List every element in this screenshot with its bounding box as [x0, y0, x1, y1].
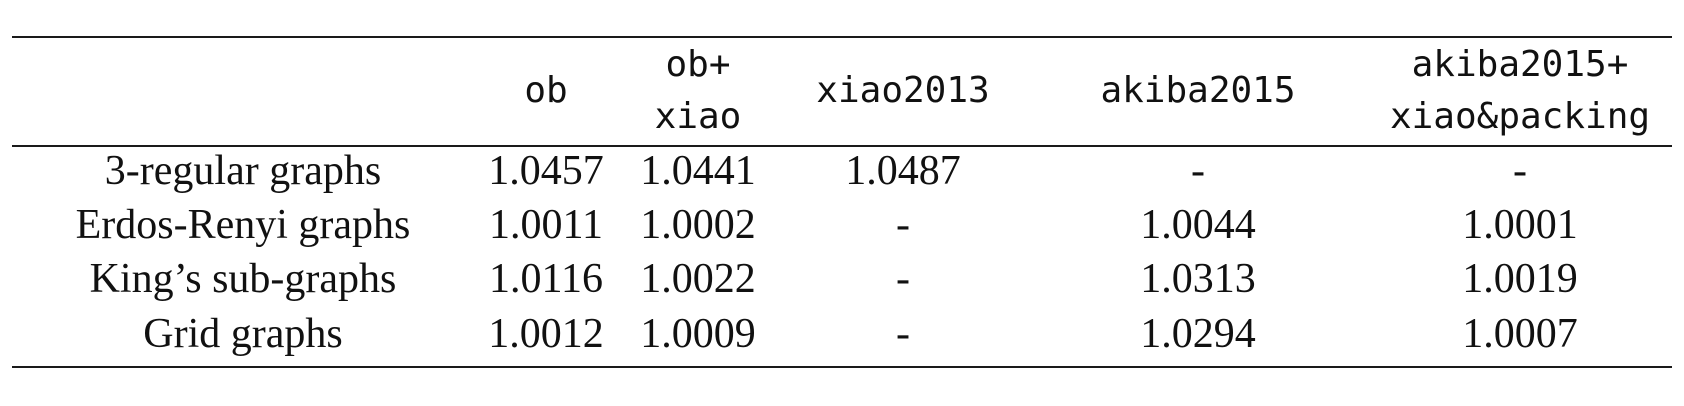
table-row: Grid graphs 1.0012 1.0009 - 1.0294 1.000…	[0, 307, 1684, 361]
table-cell: 1.0022	[640, 256, 756, 302]
row-label: Grid graphs	[143, 311, 343, 357]
row-label: Erdos-Renyi graphs	[75, 202, 411, 248]
row-label: 3-regular graphs	[104, 148, 382, 194]
table-cell: 1.0116	[489, 256, 603, 302]
table-header-rule	[12, 145, 1672, 147]
table-cell: 1.0012	[488, 311, 604, 357]
header-line: akiba2015	[1100, 70, 1296, 111]
table-cell: 1.0044	[1140, 202, 1256, 248]
header-line: xiao&packing	[1389, 96, 1651, 137]
header-line: akiba2015+	[1411, 44, 1629, 85]
header-cell-empty	[12, 36, 474, 146]
table-cell: -	[896, 202, 910, 248]
table-row: Erdos-Renyi graphs 1.0011 1.0002 - 1.004…	[0, 198, 1684, 252]
header-cell-ob: ob	[474, 36, 618, 146]
header-line: ob	[524, 70, 568, 111]
header-cell-akiba2015-xiao-packing: akiba2015+ xiao&packing	[1368, 36, 1672, 146]
table-cell: -	[896, 256, 910, 302]
table-cell: 1.0487	[845, 148, 961, 194]
header-cell-akiba2015: akiba2015	[1028, 36, 1368, 146]
header-cell-xiao2013: xiao2013	[778, 36, 1028, 146]
table-cell: -	[1191, 148, 1205, 194]
table-row: 3-regular graphs 1.0457 1.0441 1.0487 - …	[0, 144, 1684, 198]
table-cell: 1.0007	[1462, 311, 1578, 357]
row-label: King’s sub-graphs	[89, 256, 397, 302]
table-cell: 1.0011	[489, 202, 603, 248]
table-cell: 1.0001	[1462, 202, 1578, 248]
header-cell-ob-xiao: ob+ xiao	[618, 36, 778, 146]
table-row: King’s sub-graphs 1.0116 1.0022 - 1.0313…	[0, 252, 1684, 306]
table-cell: 1.0313	[1140, 256, 1256, 302]
table-bottom-rule	[12, 366, 1672, 368]
table-cell: 1.0002	[640, 202, 756, 248]
table-cell: 1.0009	[640, 311, 756, 357]
table-cell: 1.0019	[1462, 256, 1578, 302]
table-cell: 1.0294	[1140, 311, 1256, 357]
table-cell: -	[1513, 148, 1527, 194]
table-cell: 1.0457	[488, 148, 604, 194]
table-cell: 1.0441	[640, 148, 756, 194]
table-cell: -	[896, 311, 910, 357]
header-line: ob+	[665, 44, 731, 85]
header-line: xiao2013	[816, 70, 990, 111]
table-top-rule	[12, 36, 1672, 38]
header-line: xiao	[654, 96, 742, 137]
